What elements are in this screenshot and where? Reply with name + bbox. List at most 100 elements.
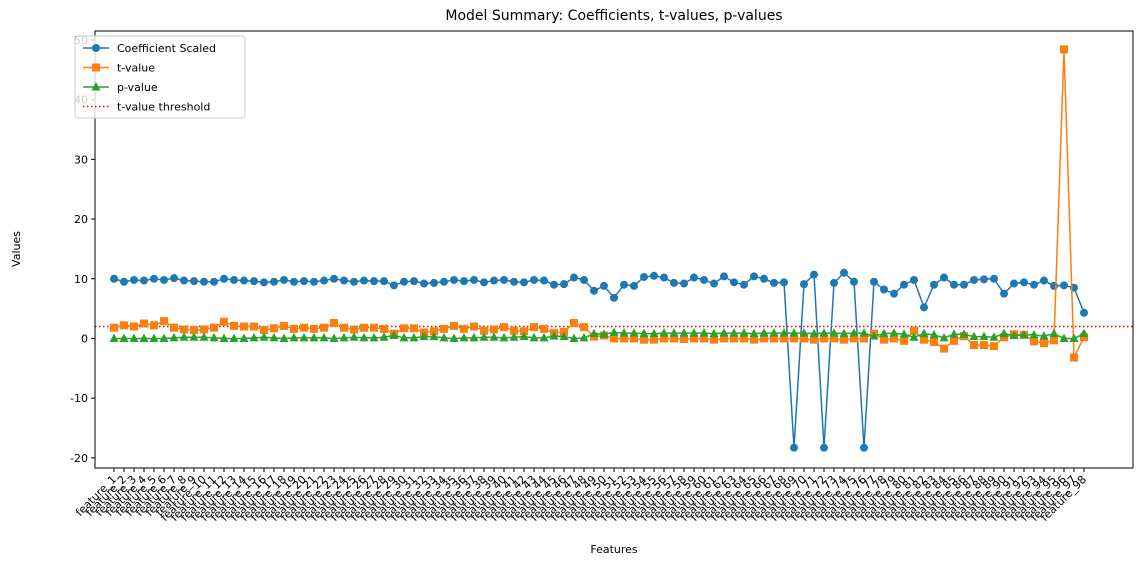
point xyxy=(880,335,888,344)
point xyxy=(790,443,798,452)
point xyxy=(370,323,378,332)
point xyxy=(750,272,758,281)
point xyxy=(849,328,859,337)
point xyxy=(220,317,228,326)
point xyxy=(699,328,709,337)
point xyxy=(760,334,768,343)
point xyxy=(439,332,449,342)
point xyxy=(909,332,919,341)
point xyxy=(570,273,578,282)
point xyxy=(630,281,638,290)
point xyxy=(310,324,318,333)
point xyxy=(720,334,728,343)
point xyxy=(349,332,359,341)
point xyxy=(169,332,179,342)
point xyxy=(850,334,858,343)
point xyxy=(150,321,158,330)
y-tick-label: 30 xyxy=(74,153,88,166)
point xyxy=(989,332,999,341)
point xyxy=(440,324,448,333)
point xyxy=(540,276,548,285)
point xyxy=(499,332,509,342)
point xyxy=(650,335,658,344)
point xyxy=(700,275,708,284)
point xyxy=(189,332,199,341)
point xyxy=(300,323,308,332)
point xyxy=(820,443,828,452)
point xyxy=(860,334,868,343)
point xyxy=(459,332,469,342)
point xyxy=(959,329,969,338)
point xyxy=(370,277,378,286)
point xyxy=(130,275,138,284)
point xyxy=(740,334,748,343)
point xyxy=(810,270,818,279)
point xyxy=(180,276,188,285)
point xyxy=(789,328,799,337)
point xyxy=(209,332,219,342)
point xyxy=(729,328,739,337)
point xyxy=(320,276,328,285)
point xyxy=(840,268,848,277)
point xyxy=(390,281,398,290)
point xyxy=(1010,279,1018,288)
point xyxy=(940,273,948,282)
point xyxy=(230,321,238,330)
point xyxy=(1050,281,1058,290)
point xyxy=(500,275,508,284)
point xyxy=(409,332,419,342)
y-tick-label: -20 xyxy=(70,452,88,465)
point xyxy=(179,332,189,341)
point xyxy=(980,275,988,284)
point xyxy=(1070,353,1078,362)
point xyxy=(750,335,758,344)
point xyxy=(329,333,339,342)
point xyxy=(1020,278,1028,287)
point xyxy=(1080,308,1088,317)
legend-label: t-value xyxy=(117,62,155,75)
point xyxy=(260,278,268,287)
plot-frame xyxy=(94,30,1134,469)
point xyxy=(150,274,158,283)
point xyxy=(1019,329,1029,339)
point xyxy=(879,328,889,338)
point xyxy=(440,277,448,286)
point xyxy=(930,338,938,347)
point xyxy=(910,326,918,335)
point xyxy=(1000,333,1008,342)
point xyxy=(449,333,459,342)
point xyxy=(919,328,929,338)
point xyxy=(960,280,968,289)
y-axis-label: Values xyxy=(10,231,23,267)
point xyxy=(850,277,858,286)
point xyxy=(539,332,549,342)
point xyxy=(569,333,579,342)
point xyxy=(159,333,169,342)
point xyxy=(110,274,118,283)
point xyxy=(859,328,869,337)
point xyxy=(360,323,368,332)
point xyxy=(880,285,888,294)
point xyxy=(1069,333,1079,342)
point xyxy=(210,277,218,286)
point xyxy=(279,333,289,342)
point xyxy=(710,279,718,288)
point xyxy=(1050,336,1058,345)
point xyxy=(369,332,379,342)
point xyxy=(249,332,259,342)
series-line xyxy=(113,271,1085,448)
point xyxy=(259,332,269,341)
point xyxy=(350,325,358,334)
point xyxy=(190,277,198,286)
point xyxy=(1060,281,1068,290)
point xyxy=(299,332,309,342)
point xyxy=(810,335,818,344)
legend-label: Coefficient Scaled xyxy=(117,42,216,55)
point xyxy=(940,344,948,353)
point xyxy=(770,334,778,343)
point xyxy=(529,332,539,342)
point xyxy=(760,274,768,283)
point xyxy=(1030,337,1038,346)
point xyxy=(830,278,838,287)
point xyxy=(389,330,399,339)
